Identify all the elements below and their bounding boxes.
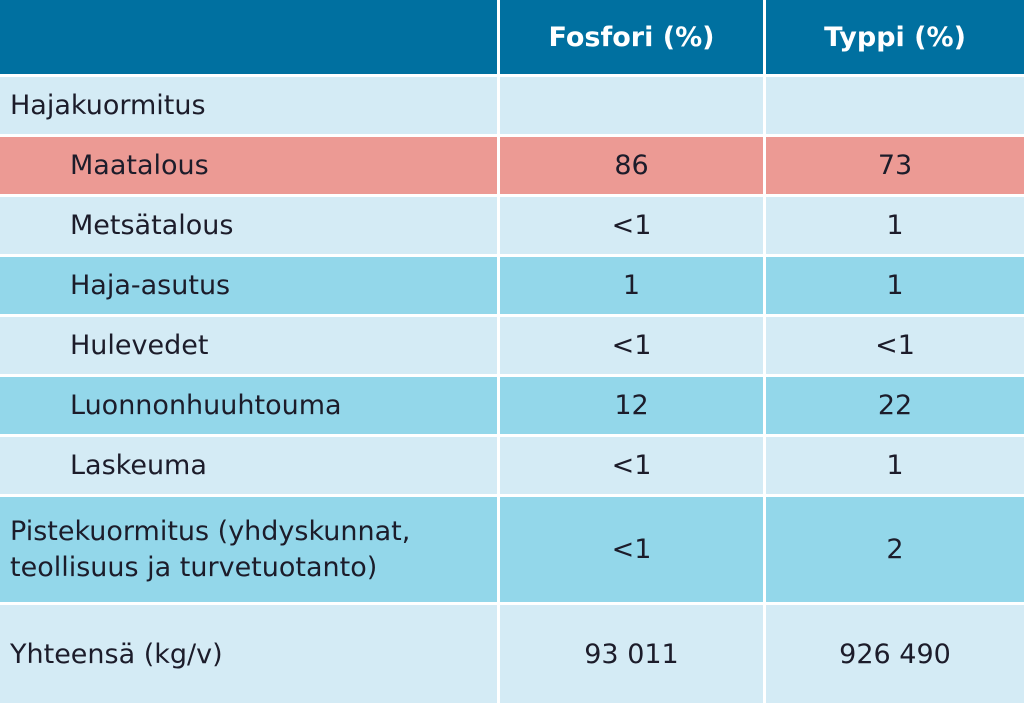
row-label-line2: teollisuus ja turvetuotanto)	[10, 551, 378, 583]
row-label: Haja-asutus	[0, 257, 500, 317]
fosfori-value: 86	[500, 137, 766, 197]
row-label: Luonnonhuuhtouma	[0, 377, 500, 437]
table-row: Pistekuormitus (yhdyskunnat, teollisuus …	[0, 497, 1024, 605]
fosfori-value: <1	[500, 197, 766, 257]
table-row: Haja-asutus 1 1	[0, 257, 1024, 317]
typpi-value: 22	[766, 377, 1024, 437]
row-label: Hajakuormitus	[0, 77, 500, 137]
table-row: Hulevedet <1 <1	[0, 317, 1024, 377]
table-row: Hajakuormitus	[0, 77, 1024, 137]
fosfori-value: 1	[500, 257, 766, 317]
row-label: Hulevedet	[0, 317, 500, 377]
table-row: Luonnonhuuhtouma 12 22	[0, 377, 1024, 437]
header-row: Fosfori (%) Typpi (%)	[0, 0, 1024, 77]
typpi-value: <1	[766, 317, 1024, 377]
total-label: Yhteensä (kg/v)	[0, 605, 500, 703]
table-row: Metsätalous <1 1	[0, 197, 1024, 257]
typpi-value: 73	[766, 137, 1024, 197]
typpi-value: 1	[766, 437, 1024, 497]
fosfori-value	[500, 77, 766, 137]
row-label: Metsätalous	[0, 197, 500, 257]
typpi-value: 2	[766, 497, 1024, 605]
header-typpi: Typpi (%)	[766, 0, 1024, 77]
typpi-value: 1	[766, 257, 1024, 317]
table-row: Laskeuma <1 1	[0, 437, 1024, 497]
typpi-value	[766, 77, 1024, 137]
typpi-value: 1	[766, 197, 1024, 257]
fosfori-value: <1	[500, 317, 766, 377]
typpi-total: 926 490	[766, 605, 1024, 703]
total-row: Yhteensä (kg/v) 93 011 926 490	[0, 605, 1024, 703]
fosfori-value: <1	[500, 437, 766, 497]
row-label: Laskeuma	[0, 437, 500, 497]
header-fosfori: Fosfori (%)	[500, 0, 766, 77]
row-label: Maatalous	[0, 137, 500, 197]
table-row: Maatalous 86 73	[0, 137, 1024, 197]
fosfori-value: 12	[500, 377, 766, 437]
header-category	[0, 0, 500, 77]
fosfori-total: 93 011	[500, 605, 766, 703]
fosfori-value: <1	[500, 497, 766, 605]
row-label-line1: Pistekuormitus (yhdyskunnat,	[10, 515, 411, 547]
row-label: Pistekuormitus (yhdyskunnat, teollisuus …	[0, 497, 500, 605]
